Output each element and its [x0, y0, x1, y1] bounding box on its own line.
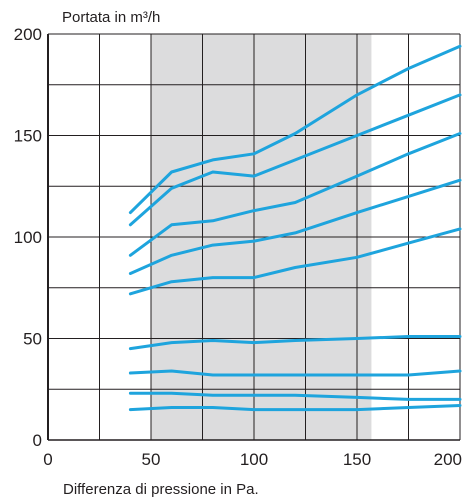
series-line-5 [128, 227, 462, 296]
x-tick-label: 150 [343, 450, 371, 469]
x-axis-title: Differenza di pressione in Pa. [63, 481, 259, 498]
y-tick-label: 0 [33, 431, 42, 450]
grid-layer [47, 33, 461, 441]
series-line-4 [128, 178, 462, 275]
y-tick-label: 50 [23, 330, 42, 349]
y-tick-label: 150 [14, 127, 42, 146]
x-tick-label: 200 [434, 450, 462, 469]
series-line-3 [128, 132, 462, 257]
x-tick-label: 0 [43, 450, 52, 469]
series-line-1 [128, 44, 462, 215]
y-axis-title: Portata in m³/h [62, 9, 160, 26]
series-layer [128, 44, 462, 412]
series-line-8 [128, 391, 462, 401]
series-line-6 [128, 335, 462, 351]
x-tick-label: 50 [142, 450, 161, 469]
y-tick-label: 200 [14, 25, 42, 44]
series-line-2 [128, 93, 462, 227]
series-line-7 [128, 369, 462, 377]
y-tick-label: 100 [14, 228, 42, 247]
x-tick-label: 100 [240, 450, 268, 469]
series-line-9 [128, 404, 462, 412]
tick-label-layer: 0 50 100 150 200 0 50 100 150 200 [14, 25, 462, 469]
